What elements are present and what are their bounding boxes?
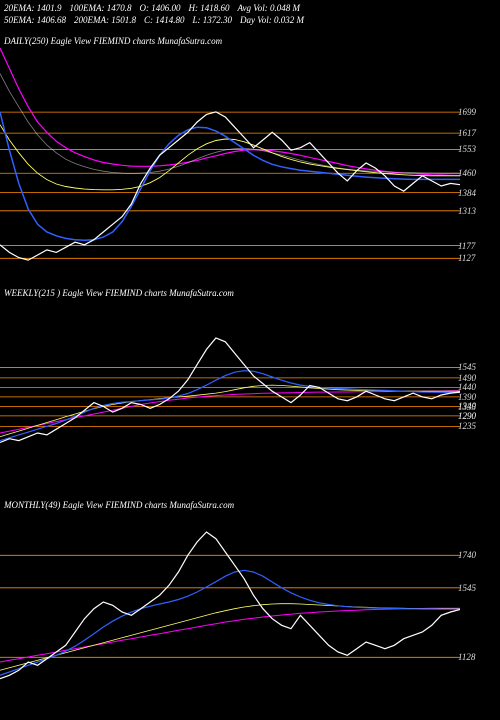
y-tick-label: 1740 — [458, 550, 476, 560]
stat-item: 50EMA: 1406.68 — [4, 15, 66, 25]
stat-item: 200EMA: 1501.8 — [74, 15, 136, 25]
series-ema100 — [0, 74, 460, 174]
y-tick-label: 1177 — [458, 241, 475, 251]
stat-item: Day Vol: 0.032 M — [240, 15, 304, 25]
y-tick-label: 1617 — [458, 128, 476, 138]
chart-panel — [0, 512, 460, 712]
header-row-2: 50EMA: 1406.68 200EMA: 1501.8 C: 1414.80 L:… — [4, 14, 312, 26]
y-tick-label: 1313 — [458, 206, 476, 216]
stats-header: 20EMA: 1401.9 100EMA: 1470.8 O: 1406.00 H: … — [4, 2, 312, 26]
panel-title: WEEKLY(215 ) Eagle View FIEMIND charts M… — [4, 288, 234, 298]
stat-item: Avg Vol: 0.048 M — [238, 3, 301, 13]
series-price — [0, 112, 460, 260]
series-ema200 — [0, 608, 460, 662]
y-tick-label: 1460 — [458, 168, 476, 178]
stat-item: H: 1418.60 — [189, 3, 230, 13]
chart-svg — [0, 512, 460, 712]
chart-svg — [0, 300, 460, 490]
series-ema50 — [0, 570, 460, 675]
stat-item: L: 1372.30 — [193, 15, 233, 25]
y-tick-label: 1440 — [458, 382, 476, 392]
stat-item: C: 1414.80 — [144, 15, 185, 25]
header-row-1: 20EMA: 1401.9 100EMA: 1470.8 O: 1406.00 H: … — [4, 2, 312, 14]
y-tick-label: 1384 — [458, 188, 476, 198]
y-tick-label: 1553 — [458, 144, 476, 154]
series-price — [0, 532, 460, 679]
y-axis-labels: 154514901440139013401290133512901235 — [458, 300, 498, 490]
y-tick-label: 1699 — [458, 107, 476, 117]
series-ema50 — [0, 371, 460, 441]
y-axis-labels: 1740 1545 1128 — [458, 512, 498, 712]
y-tick-label: 1235 — [458, 421, 476, 431]
y-tick-label: 1290 — [458, 411, 476, 421]
y-tick-label: 1490 — [458, 373, 476, 383]
y-axis-labels: 1699 1617 1553 1460 1384 1313 1177 1127 — [458, 48, 498, 278]
y-tick-label: 1128 — [458, 652, 475, 662]
y-tick-label: 1390 — [458, 392, 476, 402]
series-ema100 — [0, 385, 460, 437]
panel-title: DAILY(250) Eagle View FIEMIND charts Mun… — [4, 36, 222, 46]
series-ema20 — [0, 112, 460, 240]
stat-item: O: 1406.00 — [140, 3, 181, 13]
chart-svg — [0, 48, 460, 278]
y-tick-label: 1545 — [458, 362, 476, 372]
chart-panel — [0, 48, 460, 278]
y-tick-label: 1545 — [458, 583, 476, 593]
series-ema50 — [0, 125, 460, 190]
stat-item: 20EMA: 1401.9 — [4, 3, 62, 13]
stat-item: 100EMA: 1470.8 — [70, 3, 132, 13]
panel-title: MONTHLY(49) Eagle View FIEMIND charts Mu… — [4, 500, 234, 510]
chart-panel — [0, 300, 460, 490]
series-ema100 — [0, 604, 460, 671]
y-tick-label: 1127 — [458, 253, 475, 263]
